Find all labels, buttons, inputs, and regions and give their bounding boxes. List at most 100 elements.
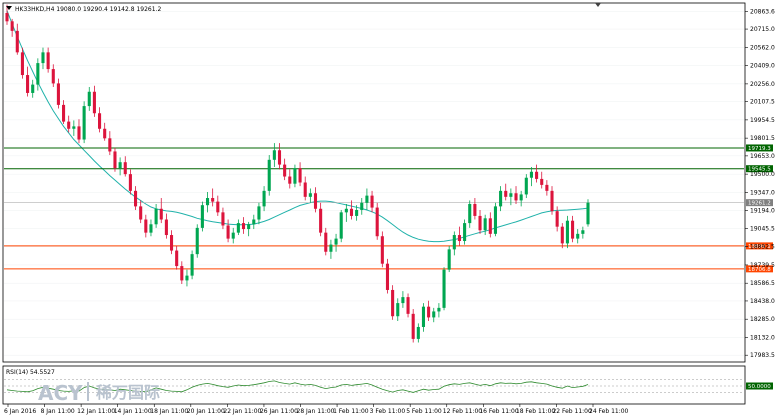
candle xyxy=(241,217,246,234)
level-tag xyxy=(746,144,773,152)
rsi-level-tag xyxy=(746,382,773,390)
candle xyxy=(159,198,163,224)
candle xyxy=(293,164,297,188)
candle xyxy=(46,47,50,73)
price-tick-label: 18132.0 xyxy=(750,334,775,341)
candle xyxy=(504,183,508,201)
time-tick-label: 3 Feb 11:00 xyxy=(370,408,406,415)
candle xyxy=(252,214,256,230)
candle xyxy=(236,219,240,236)
candle xyxy=(154,203,158,228)
watermark-brand: ACY xyxy=(38,381,83,405)
candle xyxy=(524,174,528,199)
candle xyxy=(437,303,441,318)
candle xyxy=(442,267,446,311)
candle xyxy=(432,307,436,323)
candle xyxy=(360,198,364,215)
candle xyxy=(535,164,539,183)
candle xyxy=(540,171,544,189)
candle xyxy=(51,64,55,87)
candle xyxy=(560,223,564,249)
time-tick-label: 5 Feb 11:00 xyxy=(406,408,442,415)
price-tick-label: 19194.0 xyxy=(750,208,775,215)
candle xyxy=(550,186,554,215)
price-tick-label: 18285.0 xyxy=(750,316,775,323)
price-grid xyxy=(4,11,744,356)
candle xyxy=(180,261,184,284)
candle xyxy=(92,85,96,117)
candle xyxy=(529,166,533,187)
candle xyxy=(118,157,122,176)
candle xyxy=(483,214,487,236)
time-tick-label: 22 Jan 11:00 xyxy=(223,408,261,415)
price-panel[interactable] xyxy=(2,2,746,363)
time-tick-label: 26 Jan 11:00 xyxy=(260,408,298,415)
candle xyxy=(303,176,307,201)
candle xyxy=(221,207,225,230)
time-tick-label: 18 Feb 11:00 xyxy=(516,408,556,415)
candle xyxy=(149,219,153,237)
candle xyxy=(175,245,179,270)
candle xyxy=(247,221,251,237)
candle xyxy=(581,226,585,239)
candle xyxy=(427,300,431,322)
candle xyxy=(329,239,333,259)
candle xyxy=(128,169,132,195)
time-tick-label: 6 Jan 2016 xyxy=(4,408,36,415)
candle xyxy=(41,47,45,70)
level-tag-label: 19545.5 xyxy=(748,167,771,173)
rsi-panel[interactable] xyxy=(2,365,746,405)
level-tag-label: 19719.3 xyxy=(748,146,771,152)
candle xyxy=(576,229,580,244)
candle xyxy=(257,202,261,225)
candle xyxy=(339,209,343,243)
candle xyxy=(396,298,400,322)
candle xyxy=(519,190,523,207)
candle xyxy=(473,198,477,220)
candle xyxy=(133,186,138,210)
price-tick-label: 19045.5 xyxy=(750,225,775,232)
price-tick-label: 20863.6 xyxy=(750,8,775,15)
candle xyxy=(288,169,292,189)
candle xyxy=(103,122,107,141)
candle xyxy=(108,131,112,156)
candle xyxy=(216,195,220,216)
candle xyxy=(565,215,569,249)
candle xyxy=(452,231,456,256)
price-tick-label: 18739.5 xyxy=(750,262,775,269)
current-price-label: 19261.2 xyxy=(748,201,771,207)
collapse-triangle-icon[interactable] xyxy=(6,6,12,10)
candle xyxy=(139,200,143,224)
price-tick-label: 17983.5 xyxy=(750,352,775,359)
time-tick-label: 16 Feb 11:00 xyxy=(479,408,519,415)
candle xyxy=(391,285,395,320)
candle xyxy=(169,230,174,255)
candle xyxy=(113,147,117,172)
candle xyxy=(313,187,318,213)
candle xyxy=(190,250,194,280)
rsi-indicator: 50.0000 xyxy=(4,379,773,393)
candle xyxy=(308,188,312,203)
price-tick-label: 19954.5 xyxy=(750,117,775,124)
candle xyxy=(56,78,60,109)
time-tick-label: 1 Feb 11:00 xyxy=(333,408,369,415)
top-triangle-icon xyxy=(595,3,601,7)
horizontal-levels[interactable]: 19719.3 19545.5 18899.1 18706.8 19261.2 xyxy=(4,144,773,273)
candle xyxy=(123,156,127,177)
rsi-line xyxy=(6,380,589,393)
current-price-tag xyxy=(746,199,773,207)
candle xyxy=(98,107,102,133)
candle xyxy=(62,100,66,124)
candle xyxy=(457,226,462,246)
candle xyxy=(555,206,559,232)
level-tag xyxy=(746,165,773,173)
candle xyxy=(226,219,230,243)
candle xyxy=(586,199,590,227)
acy-logo: ACY 稀万国际 xyxy=(38,381,160,405)
level-tag xyxy=(746,242,773,250)
candle xyxy=(334,233,338,252)
time-tick-label: 20 Jan 11:00 xyxy=(187,408,225,415)
time-tick-label: 22 Feb 11:00 xyxy=(552,408,592,415)
